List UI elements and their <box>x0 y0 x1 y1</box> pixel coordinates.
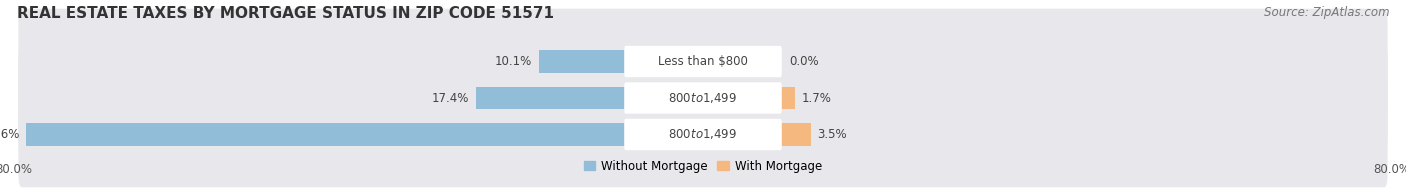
Text: REAL ESTATE TAXES BY MORTGAGE STATUS IN ZIP CODE 51571: REAL ESTATE TAXES BY MORTGAGE STATUS IN … <box>17 6 554 21</box>
FancyBboxPatch shape <box>624 46 782 77</box>
Text: 0.0%: 0.0% <box>789 55 818 68</box>
FancyBboxPatch shape <box>18 9 1388 114</box>
Legend: Without Mortgage, With Mortgage: Without Mortgage, With Mortgage <box>579 155 827 177</box>
Text: 10.1%: 10.1% <box>495 55 531 68</box>
Text: 1.7%: 1.7% <box>801 92 832 104</box>
Text: $800 to $1,499: $800 to $1,499 <box>668 127 738 142</box>
FancyBboxPatch shape <box>624 119 782 150</box>
FancyBboxPatch shape <box>18 45 1388 151</box>
Text: $800 to $1,499: $800 to $1,499 <box>668 91 738 105</box>
Text: 69.6%: 69.6% <box>0 128 20 141</box>
Text: 17.4%: 17.4% <box>432 92 468 104</box>
Bar <box>780 87 796 109</box>
Text: Source: ZipAtlas.com: Source: ZipAtlas.com <box>1264 6 1389 19</box>
FancyBboxPatch shape <box>18 82 1388 187</box>
Text: 3.5%: 3.5% <box>817 128 848 141</box>
Bar <box>538 50 626 73</box>
Bar <box>475 87 626 109</box>
Bar <box>27 123 626 146</box>
FancyBboxPatch shape <box>624 82 782 114</box>
Bar <box>780 123 811 146</box>
Text: Less than $800: Less than $800 <box>658 55 748 68</box>
